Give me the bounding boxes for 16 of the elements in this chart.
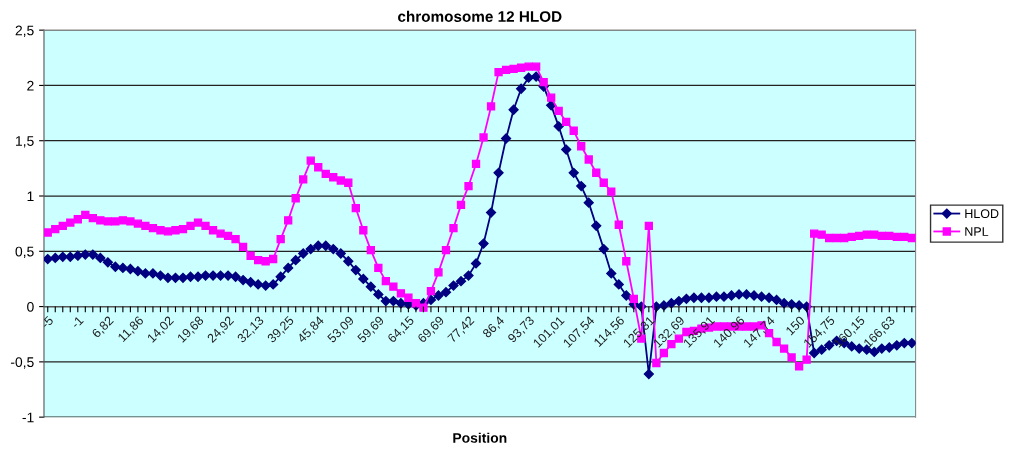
y-tick-label: -0,5: [10, 357, 34, 369]
x-tick-label: 6,82: [91, 315, 115, 340]
y-tick-label: -1: [22, 412, 34, 423]
y-tick-label: 1: [27, 191, 34, 202]
y-tick-label: 2: [27, 80, 34, 91]
x-axis-title: Position: [453, 432, 507, 443]
y-tick-label: 0,5: [15, 246, 34, 259]
x-tick-label: 150: [785, 315, 806, 336]
legend-label: HLOD: [965, 209, 999, 219]
chart-title: chromosome 12 HLOD: [398, 10, 562, 22]
y-tick-label: 2,5: [15, 25, 34, 37]
y-tick-label: 0: [27, 301, 34, 312]
legend-label: NPL: [965, 227, 989, 236]
y-tick-label: 1,5: [16, 136, 34, 148]
x-tick-label: -1: [70, 315, 84, 329]
x-tick-label: -5: [40, 315, 54, 329]
